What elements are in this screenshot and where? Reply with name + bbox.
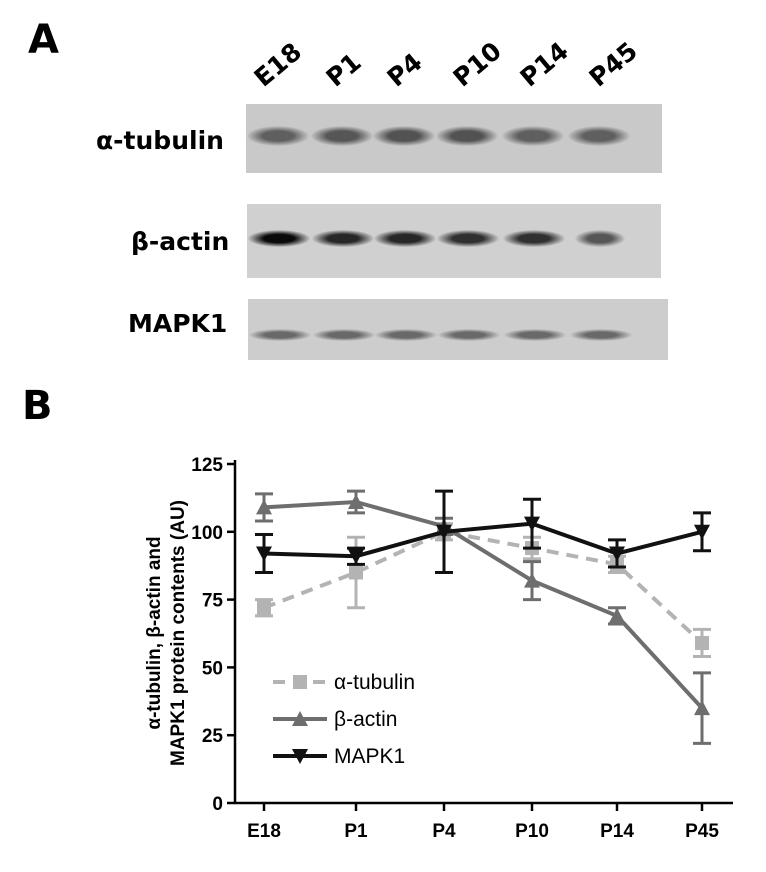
y-tick-label: 125: [191, 455, 223, 476]
x-tick-label: E18: [247, 821, 281, 842]
series-line-0: [263, 529, 704, 645]
x-tick-label: P4: [432, 821, 456, 842]
blot-band: [373, 126, 435, 146]
data-point: [695, 635, 709, 650]
legend-marker: [292, 749, 308, 764]
x-tick-label: P10: [515, 821, 549, 842]
blot-band: [375, 329, 437, 341]
blot-band: [311, 126, 373, 146]
blot-band: [503, 230, 565, 247]
data-point: [524, 516, 540, 532]
blot-strip-actin: [247, 204, 661, 278]
y-tick-label: 50: [202, 658, 223, 679]
data-point: [256, 546, 272, 562]
data-point: [256, 499, 272, 515]
blot-band: [570, 329, 632, 341]
panel-b-letter: B: [22, 383, 53, 429]
data-point: [348, 493, 364, 509]
blot-row-label-mapk1: MAPK1: [128, 309, 228, 338]
series-line-1: [263, 499, 704, 710]
data-point: [436, 524, 452, 540]
data-point: [349, 565, 363, 580]
series-line-2: [263, 521, 703, 559]
blot-band: [247, 126, 309, 146]
panel-a-letter: A: [28, 17, 59, 63]
x-tick-label: P14: [600, 821, 634, 842]
blot-band: [502, 126, 564, 146]
data-point: [694, 700, 710, 716]
data-point: [348, 549, 364, 565]
legend-marker: [293, 675, 307, 689]
blot-band: [374, 230, 436, 247]
x-tick-label: P1: [344, 821, 368, 842]
legend-label: α-tubulin: [334, 671, 415, 694]
legend-label: β-actin: [334, 708, 397, 731]
data-point: [609, 607, 625, 623]
data-point: [694, 524, 710, 540]
blot-band: [312, 230, 374, 247]
data-point: [609, 546, 625, 562]
blot-band: [504, 329, 566, 341]
blot-band: [437, 230, 499, 247]
x-tick-label: P45: [685, 821, 719, 842]
blot-band: [436, 126, 498, 146]
blot-strip-tubulin: [246, 104, 662, 173]
blot-strip-mapk1: [248, 299, 668, 360]
blot-band: [313, 329, 375, 341]
y-tick-label: 100: [191, 523, 223, 544]
blot-band: [568, 126, 630, 146]
blot-band: [438, 329, 500, 341]
y-tick-label: 25: [202, 726, 224, 747]
blot-band: [575, 230, 625, 247]
blot-band: [248, 230, 310, 247]
y-axis-label: α-tubulin, β-actin and MAPK1 protein cont…: [144, 500, 189, 766]
blot-row-label-tubulin: α-tubulin: [96, 126, 224, 155]
data-point: [524, 572, 540, 588]
y-tick-label: 0: [212, 794, 223, 815]
legend-marker: [292, 711, 308, 726]
blot-band: [249, 329, 311, 341]
y-tick-label: 75: [202, 591, 224, 612]
blot-row-label-actin: β-actin: [131, 227, 230, 256]
legend-label: MAPK1: [334, 745, 405, 768]
data-point: [257, 600, 271, 615]
